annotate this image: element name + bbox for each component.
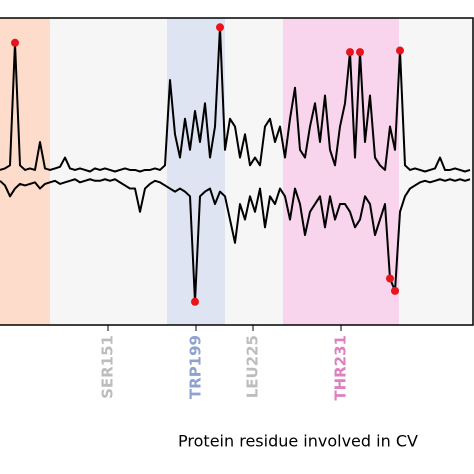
highlight-region bbox=[0, 18, 50, 325]
x-tick-label: LEU225 bbox=[244, 335, 262, 398]
peak-marker bbox=[386, 274, 394, 283]
highlight-region bbox=[225, 18, 283, 325]
peak-marker bbox=[11, 38, 19, 47]
x-axis-label: Protein residue involved in CV bbox=[178, 432, 418, 451]
data-line bbox=[0, 26, 471, 173]
x-tick-label: THR231 bbox=[332, 335, 350, 401]
peak-marker bbox=[216, 23, 224, 32]
plot-frame bbox=[0, 17, 474, 326]
peak-marker bbox=[391, 286, 399, 295]
highlight-region bbox=[50, 18, 167, 325]
x-tick-label: TRP199 bbox=[187, 335, 205, 399]
peak-marker bbox=[356, 48, 364, 57]
peak-marker bbox=[346, 48, 354, 57]
peak-marker bbox=[191, 297, 199, 306]
highlight-region bbox=[399, 18, 474, 325]
peak-marker bbox=[396, 46, 404, 55]
highlight-region bbox=[283, 18, 399, 325]
x-tick-label: SER151 bbox=[99, 335, 117, 399]
data-line bbox=[0, 178, 471, 303]
